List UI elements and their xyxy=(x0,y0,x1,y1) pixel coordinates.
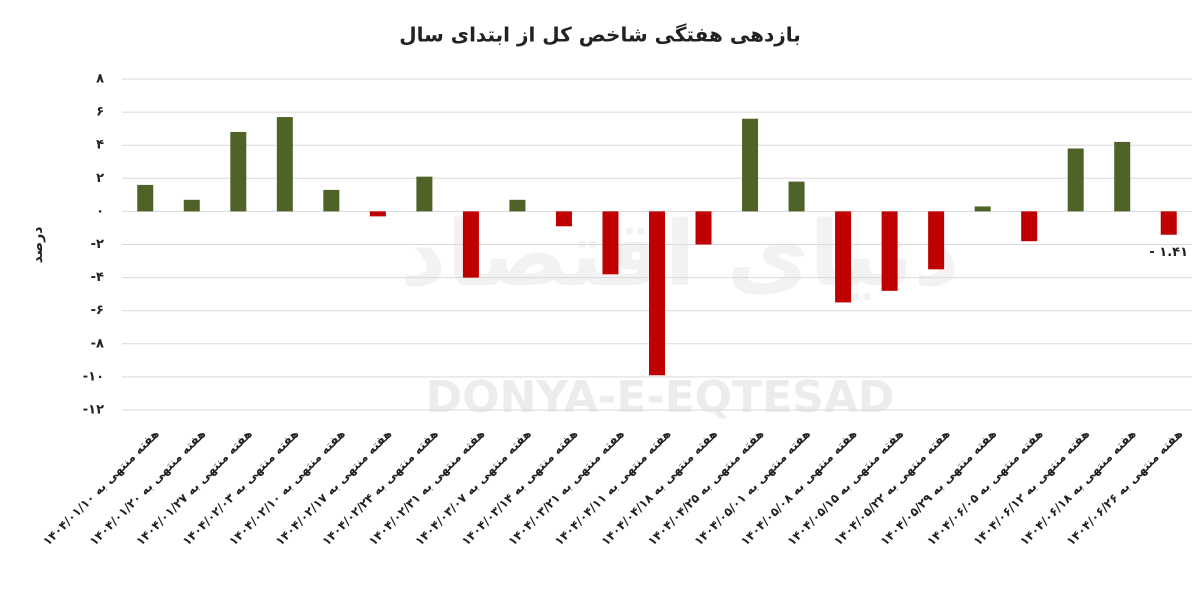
y-tick-label: ۲ xyxy=(96,171,104,186)
watermark: DONYA-E-EQTESAD xyxy=(426,372,895,423)
bar xyxy=(742,118,759,212)
bar xyxy=(369,211,386,217)
bar xyxy=(602,211,619,275)
bar xyxy=(788,181,805,212)
watermark-fa: دنیای اقتصاد xyxy=(400,202,960,307)
bar xyxy=(462,211,479,278)
y-tick-label: ۸ xyxy=(96,72,104,87)
chart-title: بازدهی هفتگی شاخص کل از ابتدای سال xyxy=(399,23,801,47)
y-tick-label: ۴ xyxy=(96,138,104,153)
bar xyxy=(974,206,991,212)
bar xyxy=(230,131,247,212)
bar xyxy=(137,184,154,212)
bar xyxy=(695,211,712,245)
bar xyxy=(835,211,852,303)
bar xyxy=(276,117,293,212)
y-tick-label: -۴ xyxy=(91,270,104,285)
bar xyxy=(928,211,945,270)
y-tick-label: -۱۲ xyxy=(83,403,104,418)
bar xyxy=(509,199,526,212)
bar xyxy=(555,211,572,227)
y-tick-label: -۱۰ xyxy=(83,369,104,384)
y-tick-label: ۰ xyxy=(96,204,104,219)
y-tick-label: -۲ xyxy=(91,237,104,252)
bar xyxy=(323,189,340,212)
bar xyxy=(1160,211,1177,235)
y-axis-label: درصد xyxy=(30,227,46,264)
bar xyxy=(1067,148,1084,212)
bar xyxy=(881,211,898,291)
bar xyxy=(183,199,200,212)
bar xyxy=(1021,211,1038,242)
y-tick-label: -۶ xyxy=(91,303,104,318)
data-label: - ۱.۴۱ xyxy=(1149,245,1188,260)
y-tick-label: ۶ xyxy=(96,105,104,120)
bar xyxy=(416,176,433,212)
bar xyxy=(649,211,665,376)
bar xyxy=(1114,141,1131,212)
y-tick-label: -۸ xyxy=(91,336,104,351)
